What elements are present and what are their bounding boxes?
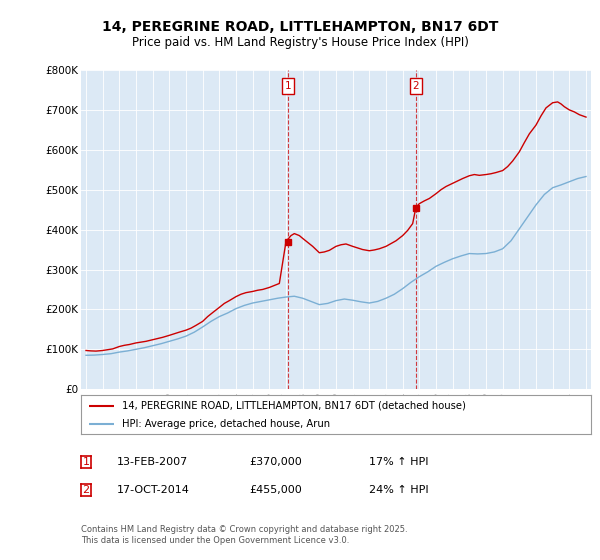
Text: 14, PEREGRINE ROAD, LITTLEHAMPTON, BN17 6DT (detached house): 14, PEREGRINE ROAD, LITTLEHAMPTON, BN17 …: [122, 401, 466, 411]
Text: 1: 1: [82, 457, 89, 467]
Text: 17-OCT-2014: 17-OCT-2014: [117, 485, 190, 495]
Text: 1: 1: [284, 81, 291, 91]
Text: 17% ↑ HPI: 17% ↑ HPI: [369, 457, 428, 467]
Text: 2: 2: [413, 81, 419, 91]
Text: 13-FEB-2007: 13-FEB-2007: [117, 457, 188, 467]
Text: £370,000: £370,000: [249, 457, 302, 467]
Text: £455,000: £455,000: [249, 485, 302, 495]
Text: Contains HM Land Registry data © Crown copyright and database right 2025.
This d: Contains HM Land Registry data © Crown c…: [81, 525, 407, 545]
Text: 24% ↑ HPI: 24% ↑ HPI: [369, 485, 428, 495]
Text: HPI: Average price, detached house, Arun: HPI: Average price, detached house, Arun: [122, 419, 330, 429]
Text: 14, PEREGRINE ROAD, LITTLEHAMPTON, BN17 6DT: 14, PEREGRINE ROAD, LITTLEHAMPTON, BN17 …: [102, 20, 498, 34]
Text: Price paid vs. HM Land Registry's House Price Index (HPI): Price paid vs. HM Land Registry's House …: [131, 36, 469, 49]
Text: 2: 2: [82, 485, 89, 495]
